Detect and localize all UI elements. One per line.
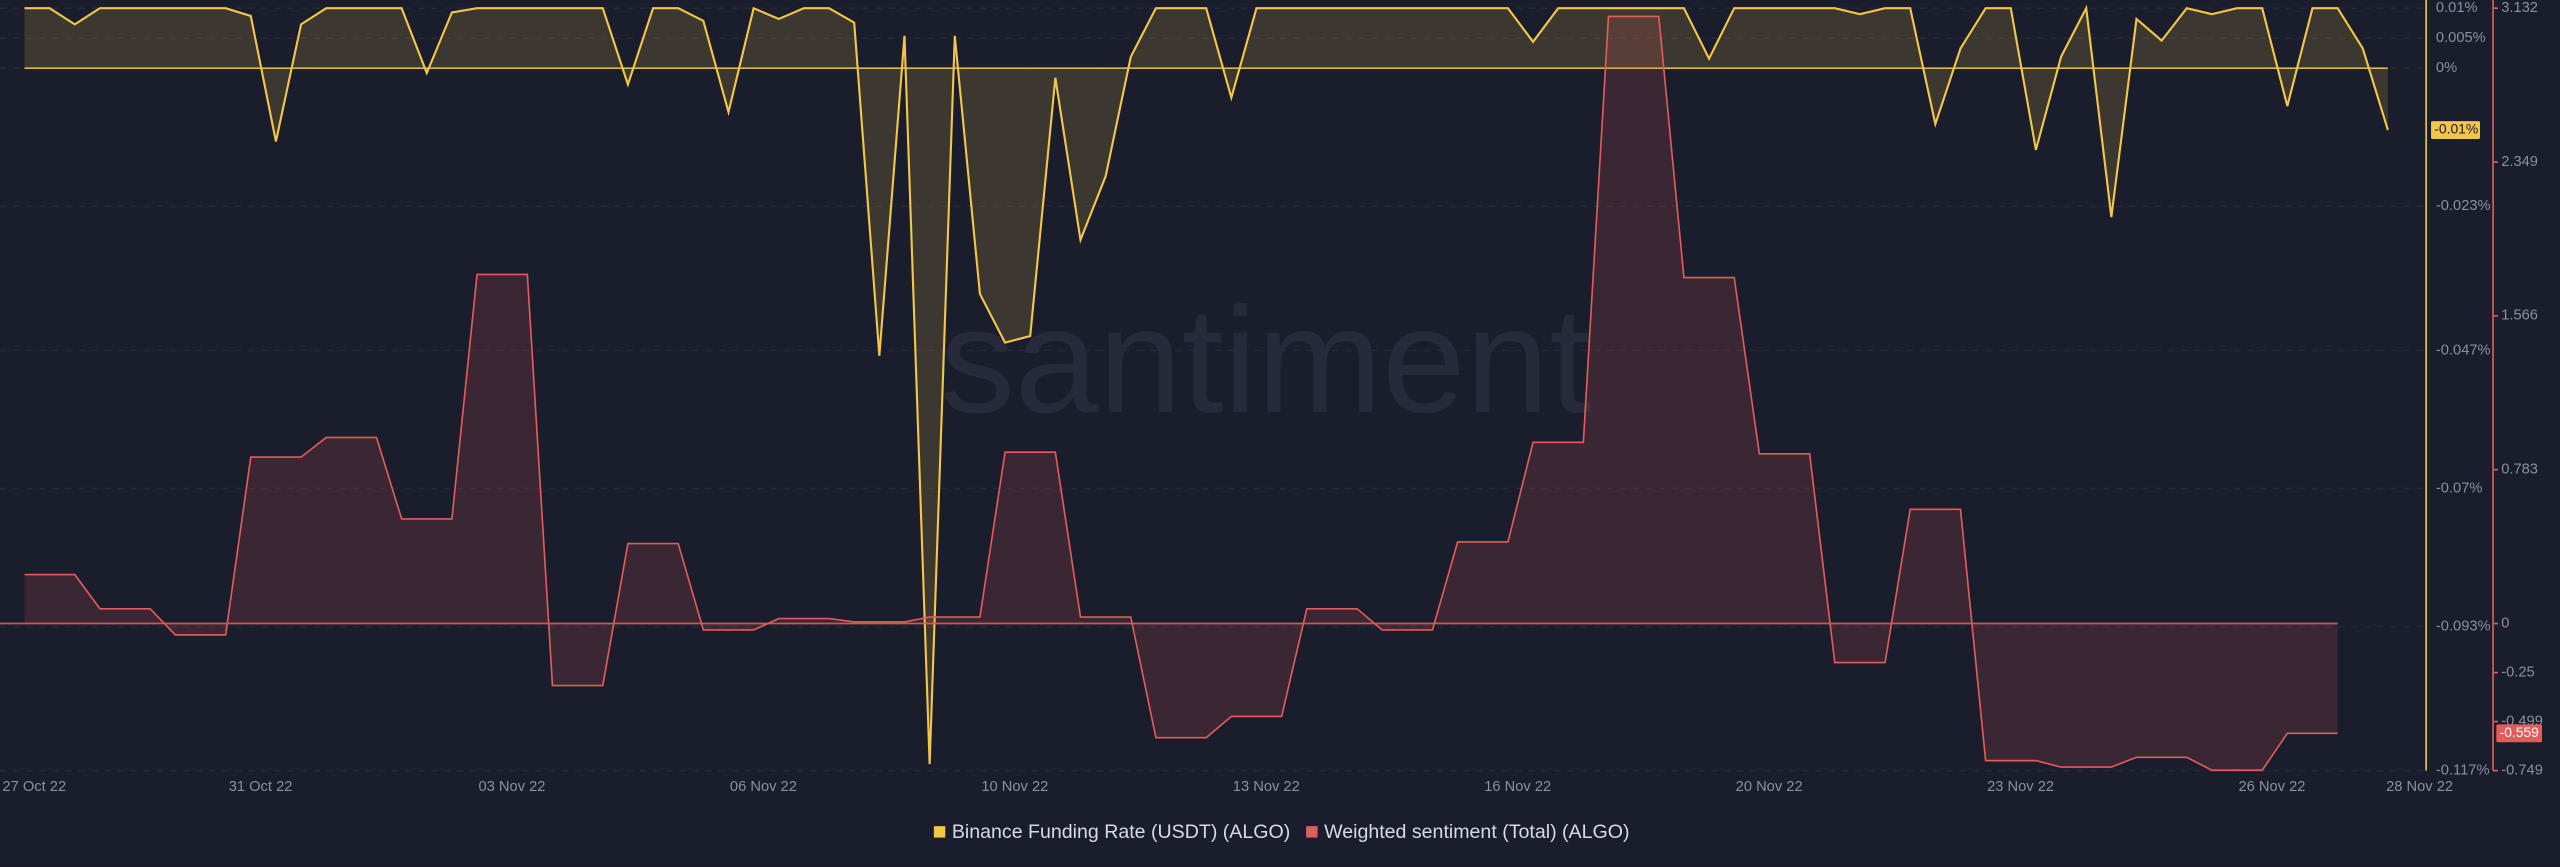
x-tick-label: 27 Oct 22 [2,779,66,795]
value-badge [2496,724,2543,743]
y2-tick-label: 3.132 [2501,0,2538,16]
x-tick-label: 31 Oct 22 [229,779,293,795]
line [24,15,2338,772]
y2-tick-label: -0.749 [2501,763,2543,779]
y2-tick-label: -0.25 [2501,664,2534,680]
legend-swatch [1306,826,1318,838]
y2-tick-label: 2.349 [2501,154,2538,170]
x-tick-label: 23 Nov 22 [1987,779,2054,795]
y-tick-label: 0.005% [2436,30,2486,46]
y2-tick-label: 0.783 [2501,462,2538,478]
x-tick-label: 28 Nov 22 [2386,779,2453,795]
value-badge [2431,121,2480,140]
legend-label: Weighted sentiment (Total) (ALGO) [1324,821,1629,843]
y2-tick-label: 0 [2501,615,2509,631]
area [24,16,2338,771]
watermark: santiment [940,276,1591,444]
x-tick-label: 13 Nov 22 [1233,779,1300,795]
y-tick-label: -0.023% [2436,198,2491,214]
value-badge-label: -0.01% [2434,121,2478,137]
x-tick-label: 03 Nov 22 [479,779,546,795]
y-tick-label: 0% [2436,60,2457,76]
y2-tick-label: 1.566 [2501,308,2538,324]
line [24,4,2389,765]
x-tick-label: 16 Nov 22 [1484,779,1551,795]
x-tick-label: 20 Nov 22 [1736,779,1803,795]
y-tick-label: 0.01% [2436,0,2478,16]
y-tick-label: -0.117% [2436,763,2490,779]
legend-label: Binance Funding Rate (USDT) (ALGO) [952,821,1290,843]
x-tick-label: 10 Nov 22 [981,779,1048,795]
legend-swatch [933,826,946,838]
y-tick-label: -0.093% [2436,618,2491,634]
x-tick-label: 06 Nov 22 [730,779,797,795]
y-tick-label: -0.07% [2436,480,2483,496]
x-tick-label: 26 Nov 22 [2239,779,2306,795]
value-badge-label: -0.559 [2500,724,2540,740]
y-tick-label: -0.047% [2436,342,2491,358]
